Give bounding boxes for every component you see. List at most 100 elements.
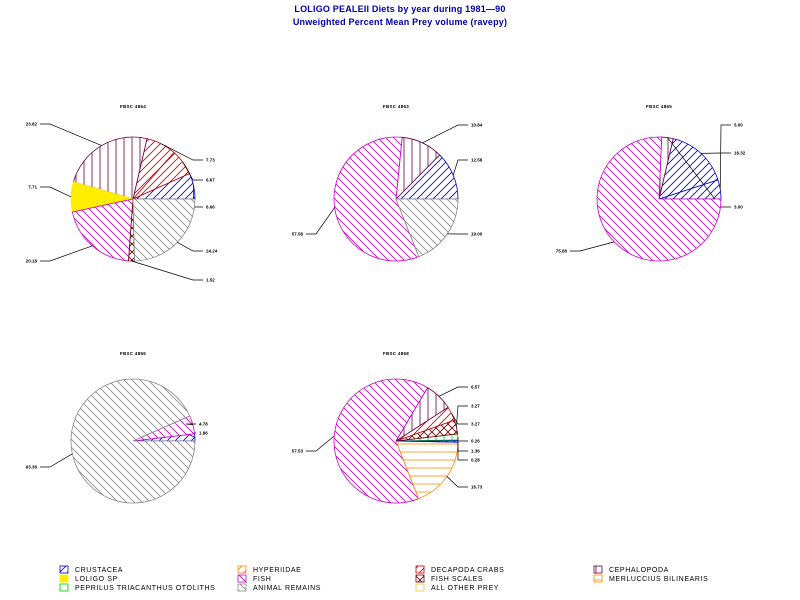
legend-swatch [237, 574, 247, 583]
slice-value-label: 0.26 [471, 439, 480, 444]
legend-item-animal_remains: ANIMAL REMAINS [237, 583, 321, 592]
pie-slice-animal_remains [132, 198, 196, 262]
pie-5: FBSC 4868 0.26 1.36 3.27 3.27 6.57 57.53 16.73 0… [292, 351, 483, 504]
legend-swatch [59, 583, 69, 592]
legend-swatch [59, 574, 69, 583]
legend-label: LOLIGO SP [75, 576, 118, 583]
pie-title: FBSC 4868 [383, 351, 409, 356]
leader-line [40, 453, 73, 468]
slice-value-label: 23.82 [26, 122, 38, 127]
legend-swatch [415, 574, 425, 583]
pie-2: FBSC 4863 12.58 10.84 57.58 19.00 [292, 104, 483, 262]
legend-item-peprilus: PEPRILUS TRIACANTHUS OTOLITHS [59, 583, 215, 592]
slice-value-label: 5.00 [734, 123, 743, 128]
leader-line [452, 159, 468, 176]
leader-line [451, 413, 468, 425]
legend-item-merluccius: MERLUCCIUS BILINEARIS [593, 574, 708, 583]
legend-item-fish_scales: FISH SCALES [415, 574, 483, 583]
leader-line [570, 241, 615, 252]
pie-title: FBSC 4866 [120, 351, 146, 356]
leader-line [457, 440, 468, 442]
legend-swatch [237, 565, 247, 574]
pie-slice-fish [333, 378, 429, 504]
leader-line [667, 137, 731, 208]
leader-line [40, 245, 93, 262]
leader-line [306, 435, 335, 452]
slice-value-label: 1.86 [199, 431, 208, 436]
legend-label: ANIMAL REMAINS [253, 585, 321, 592]
leader-line [185, 423, 196, 425]
legend-label: MERLUCCIUS BILINEARIS [609, 576, 708, 583]
legend-label: PEPRILUS TRIACANTHUS OTOLITHS [75, 585, 215, 592]
slice-value-label: 1.36 [471, 449, 480, 454]
legend-label: FISH [253, 576, 271, 583]
pie-title: FBSC 4863 [383, 104, 409, 109]
legend-item-all_other: ALL OTHER PREY [415, 583, 499, 592]
pies-layer: FBSC 4864 6.66 6.67 7.73 23.82 7.71 20.18 1.52 2… [26, 104, 746, 504]
legend-label: HYPERIIDAE [253, 567, 301, 574]
slice-value-label: 4.78 [199, 422, 208, 427]
slice-value-label: 93.36 [26, 465, 38, 470]
legend-label: DECAPODA CRABS [431, 567, 504, 574]
slice-value-label: 3.27 [471, 422, 480, 427]
leader-line [456, 405, 468, 427]
slice-value-label: 20.18 [26, 259, 38, 264]
pie-1: FBSC 4864 6.66 6.67 7.73 23.82 7.71 20.18 1.52 2… [26, 104, 218, 283]
legend-swatch [593, 565, 603, 574]
legend-item-cephalopoda: CEPHALOPODA [593, 565, 669, 574]
leader-line [131, 260, 203, 281]
leader-line [438, 386, 468, 397]
leader-line [182, 161, 203, 181]
slice-value-label: 57.58 [292, 232, 304, 237]
slice-value-label: 3.27 [471, 404, 480, 409]
legend-swatch [415, 583, 425, 592]
slice-value-label: 57.53 [292, 449, 304, 454]
leader-line [40, 186, 72, 198]
slice-value-label: 7.71 [28, 185, 37, 190]
slice-value-label: 75.68 [556, 249, 568, 254]
legend: CRUSTACEA HYPERIIDAE DECAPODA CRABS CEPHALO… [59, 565, 708, 592]
pie-title: FBSC 4864 [120, 104, 146, 109]
chart-header: LOLIGO PEALEII Diets by year during 1981… [0, 3, 800, 29]
slice-value-label: 16.32 [734, 151, 746, 156]
legend-item-loligo: LOLIGO SP [59, 574, 118, 583]
pie-slice-fish [333, 136, 420, 262]
leader-line [719, 124, 731, 190]
slice-value-label: 24.24 [206, 249, 218, 254]
slice-value-label: 0.28 [471, 458, 480, 463]
leader-line [446, 476, 468, 488]
slice-value-label: 6.66 [206, 205, 215, 210]
chart-subtitle: Unweighted Percent Mean Prey volume (rav… [292, 17, 508, 27]
pie-3: FBSC 4865 5.00 16.32 3.00 75.68 [556, 104, 746, 262]
leader-line [457, 436, 468, 452]
leader-line [457, 441, 468, 461]
pie-4: FBSC 4866 1.86 4.78 93.36 [26, 351, 208, 504]
slice-value-label: 6.67 [206, 178, 215, 183]
legend-label: CEPHALOPODA [609, 567, 669, 574]
slice-value-label: 6.57 [471, 385, 480, 390]
legend-label: ALL OTHER PREY [431, 585, 499, 592]
pie-slice-animal_remains [70, 378, 196, 504]
slice-value-label: 1.52 [206, 278, 215, 283]
pie-title: FBSC 4865 [646, 104, 672, 109]
legend-swatch [59, 565, 69, 574]
pie-slice-cephalopoda [72, 136, 148, 200]
legend-item-fish: FISH [237, 574, 271, 583]
leader-line [177, 241, 203, 252]
slice-value-label: 10.84 [471, 123, 483, 128]
slice-value-label: 16.73 [471, 485, 483, 490]
slice-value-label: 7.73 [206, 158, 215, 163]
legend-swatch [415, 565, 425, 574]
pie-slice-fish [596, 136, 722, 262]
legend-item-decapoda: DECAPODA CRABS [415, 565, 504, 574]
legend-label: FISH SCALES [431, 576, 483, 583]
chart-title: LOLIGO PEALEII Diets by year during 1981… [294, 4, 506, 14]
slice-value-label: 19.00 [471, 232, 483, 237]
slice-value-label: 12.58 [471, 158, 483, 163]
legend-swatch [237, 583, 247, 592]
legend-label: CRUSTACEA [75, 567, 123, 574]
pie-slice-fish [71, 198, 134, 262]
legend-item-hyperiidae: HYPERIIDAE [237, 565, 301, 574]
leader-line [161, 143, 203, 161]
